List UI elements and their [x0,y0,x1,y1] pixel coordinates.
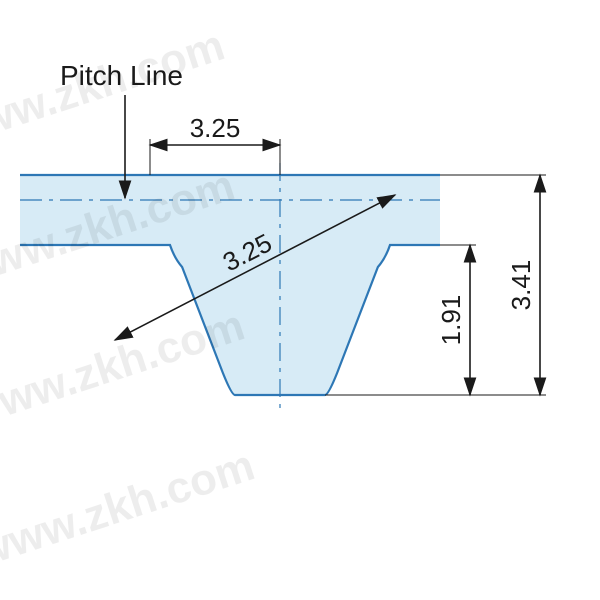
pitch-line-label: Pitch Line [60,60,183,91]
dim-total-height-value: 3.41 [506,260,536,311]
dim-tooth-height-value: 1.91 [436,295,466,346]
dim-pitch-half-value: 3.25 [190,113,241,143]
belt-profile-fill [20,175,440,395]
